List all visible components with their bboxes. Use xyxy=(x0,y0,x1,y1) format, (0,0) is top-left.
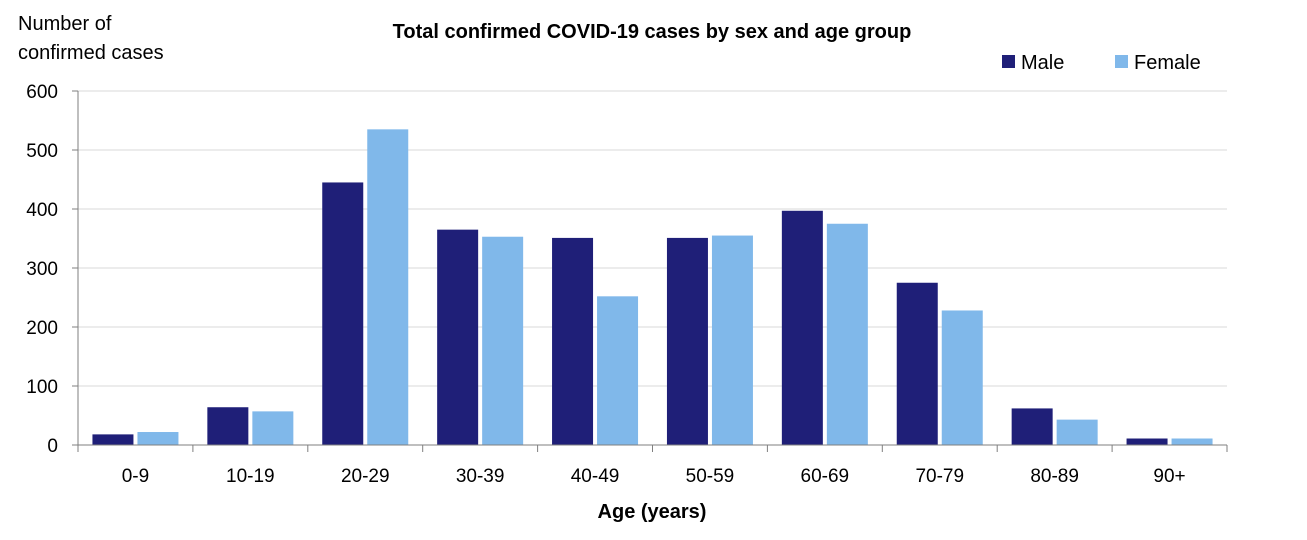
bar-male-0-9 xyxy=(92,434,134,445)
y-tick-label: 600 xyxy=(26,82,58,103)
x-tick-label: 50-59 xyxy=(686,466,735,487)
bar-female-10-19 xyxy=(252,411,294,445)
legend: Male Female xyxy=(1002,52,1201,74)
bar-female-40-49 xyxy=(597,296,639,445)
x-tick-label: 60-69 xyxy=(801,466,850,487)
bar-male-90+ xyxy=(1126,438,1168,445)
bar-male-70-79 xyxy=(896,282,938,445)
y-axis-tick-labels: 0 100 200 300 400 500 600 xyxy=(26,82,58,457)
x-axis-tick-labels: 0-9 10-19 20-29 30-39 40-49 50-59 60-69 70-79 80… xyxy=(122,466,1186,487)
x-tick-label: 90+ xyxy=(1153,466,1185,487)
bar-male-10-19 xyxy=(207,407,249,445)
legend-label-male: Male xyxy=(1021,52,1064,74)
gridlines xyxy=(78,90,1227,387)
y-tick-label: 400 xyxy=(26,200,58,221)
legend-swatch-male xyxy=(1002,55,1015,68)
bar-female-30-39 xyxy=(482,236,524,445)
y-axis-title-line-2: confirmed cases xyxy=(18,42,164,64)
bar-male-30-39 xyxy=(437,229,479,445)
bar-female-0-9 xyxy=(137,432,179,445)
x-axis-title: Age (years) xyxy=(598,501,707,523)
bar-male-50-59 xyxy=(666,237,708,445)
bar-female-90+ xyxy=(1171,438,1213,445)
x-tick-label: 70-79 xyxy=(915,466,964,487)
x-tick-label: 0-9 xyxy=(122,466,149,487)
bars xyxy=(92,129,1213,445)
legend-label-female: Female xyxy=(1134,52,1201,74)
x-tick-label: 20-29 xyxy=(341,466,390,487)
y-tick-label: 500 xyxy=(26,141,58,162)
bar-male-40-49 xyxy=(552,237,594,445)
bar-female-20-29 xyxy=(367,129,409,445)
bar-male-80-89 xyxy=(1011,408,1053,445)
y-axis-title-line-1: Number of xyxy=(18,13,112,35)
bar-female-80-89 xyxy=(1056,419,1098,445)
axes xyxy=(72,90,1228,452)
y-tick-label: 100 xyxy=(26,377,58,398)
bar-female-70-79 xyxy=(941,310,983,445)
chart-title: Total confirmed COVID-19 cases by sex an… xyxy=(393,21,912,43)
x-tick-label: 40-49 xyxy=(571,466,620,487)
bar-female-60-69 xyxy=(826,223,868,445)
x-tick-label: 80-89 xyxy=(1030,466,1079,487)
x-tick-label: 10-19 xyxy=(226,466,275,487)
x-tick-label: 30-39 xyxy=(456,466,505,487)
y-tick-label: 200 xyxy=(26,318,58,339)
legend-swatch-female xyxy=(1115,55,1128,68)
y-tick-label: 300 xyxy=(26,259,58,280)
bar-male-20-29 xyxy=(322,182,364,445)
y-tick-label: 0 xyxy=(47,436,58,457)
bar-female-50-59 xyxy=(711,235,753,445)
bar-male-60-69 xyxy=(781,210,823,445)
